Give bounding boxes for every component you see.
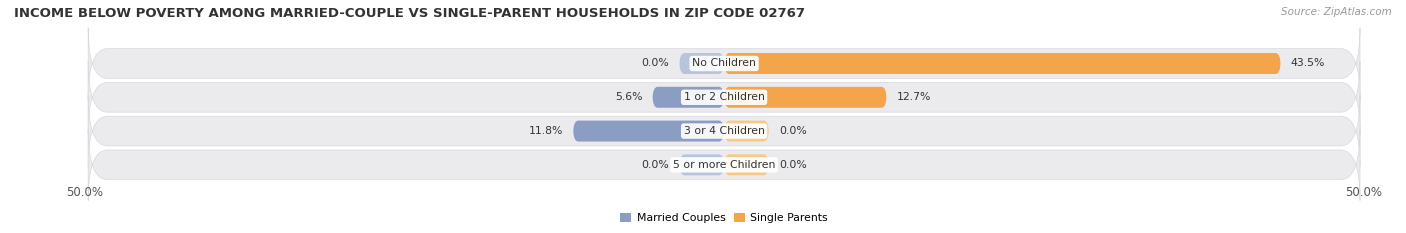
Text: Source: ZipAtlas.com: Source: ZipAtlas.com [1281,7,1392,17]
FancyBboxPatch shape [89,129,1360,201]
FancyBboxPatch shape [724,87,887,108]
FancyBboxPatch shape [679,154,724,175]
Text: 0.0%: 0.0% [641,160,669,170]
Text: No Children: No Children [692,58,756,69]
Text: 5 or more Children: 5 or more Children [673,160,775,170]
FancyBboxPatch shape [679,53,724,74]
FancyBboxPatch shape [724,121,769,141]
FancyBboxPatch shape [89,28,1360,99]
FancyBboxPatch shape [89,95,1360,167]
Text: 0.0%: 0.0% [779,126,807,136]
Text: 12.7%: 12.7% [897,92,931,102]
FancyBboxPatch shape [574,121,724,141]
Text: 3 or 4 Children: 3 or 4 Children [683,126,765,136]
Text: 11.8%: 11.8% [529,126,562,136]
Text: INCOME BELOW POVERTY AMONG MARRIED-COUPLE VS SINGLE-PARENT HOUSEHOLDS IN ZIP COD: INCOME BELOW POVERTY AMONG MARRIED-COUPL… [14,7,806,20]
Text: 5.6%: 5.6% [614,92,643,102]
Text: 1 or 2 Children: 1 or 2 Children [683,92,765,102]
FancyBboxPatch shape [89,62,1360,133]
FancyBboxPatch shape [652,87,724,108]
Legend: Married Couples, Single Parents: Married Couples, Single Parents [616,209,832,228]
Text: 43.5%: 43.5% [1291,58,1326,69]
Text: 0.0%: 0.0% [641,58,669,69]
FancyBboxPatch shape [724,53,1281,74]
FancyBboxPatch shape [724,154,769,175]
Text: 0.0%: 0.0% [779,160,807,170]
